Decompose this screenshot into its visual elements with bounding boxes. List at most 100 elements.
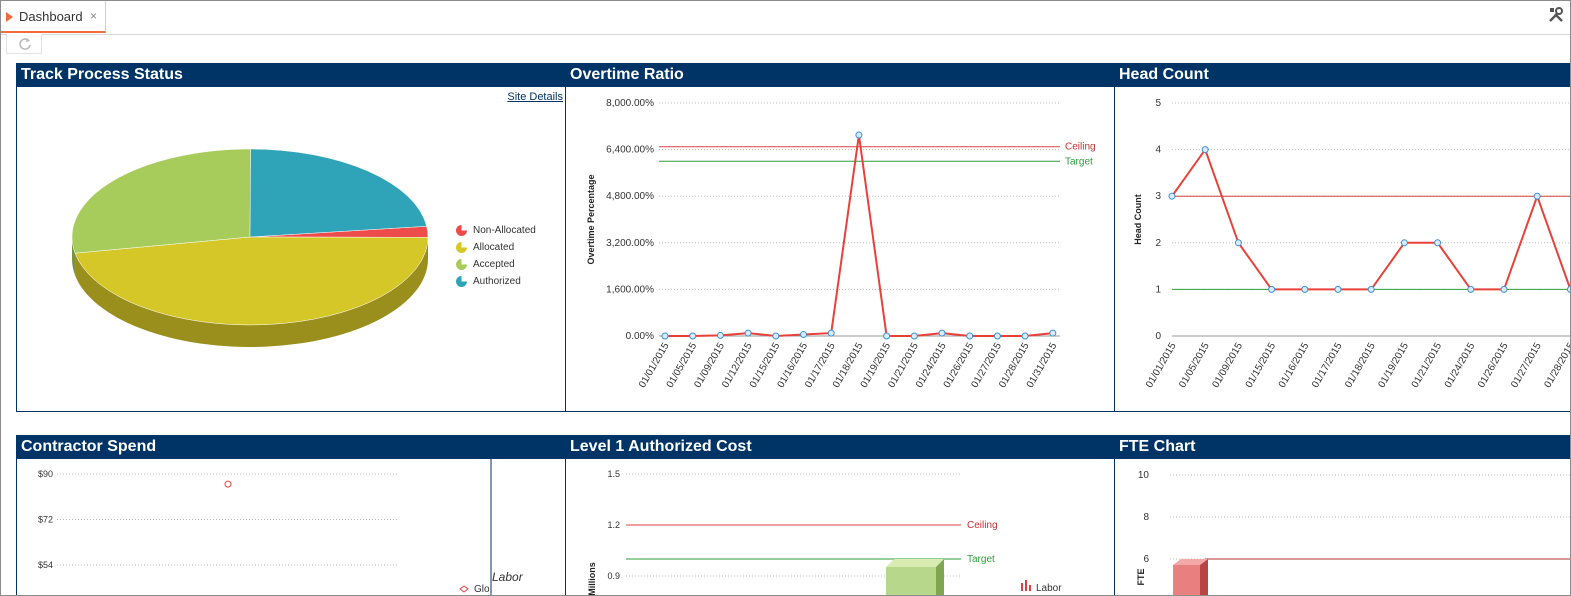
panel-fte-chart: FTE Chart 6 8 10 FTE: [1114, 435, 1570, 595]
data-point: [800, 331, 807, 339]
data-point: [1400, 239, 1408, 247]
data-point: [883, 332, 891, 340]
bar: [1173, 565, 1200, 595]
y-tick-label: 3: [1155, 191, 1161, 202]
x-tick-label: 01/18/2015: [1343, 341, 1378, 390]
legend-item: Non-Allocated: [456, 222, 536, 239]
data-point: [689, 332, 697, 340]
pie-slice-authorized: [249, 148, 427, 238]
refresh-icon: [19, 38, 31, 50]
target-label: Target: [1065, 156, 1093, 167]
panel-head-count: Head Count 0 1 2 3 4 5 Head Count 01/01/2015 01/…: [1114, 63, 1571, 412]
y-tick-label: 0.00%: [626, 331, 654, 342]
data-point: [966, 332, 974, 340]
data-point: [827, 329, 835, 337]
ceiling-label: Ceiling: [1065, 142, 1096, 153]
y-tick-label: $90: [38, 469, 53, 479]
data-point: [910, 332, 918, 340]
data-point: [1500, 285, 1508, 293]
fte-chart: 6 8 10 FTE: [1136, 470, 1570, 595]
y-tick-label: 1: [1155, 284, 1161, 295]
data-point: [1234, 239, 1242, 247]
pie-legend-icon: [456, 276, 467, 287]
legend-icon-bar: [1029, 585, 1031, 591]
data-point: [1434, 239, 1442, 247]
data-point: [1021, 332, 1029, 340]
x-tick-label: 01/28/2015: [1542, 341, 1571, 390]
bar-side: [1200, 559, 1208, 595]
legend-label: Labor: [1036, 583, 1062, 594]
x-tick-label: 01/16/2015: [1277, 341, 1312, 390]
panel-title: Head Count: [1114, 63, 1570, 87]
pie-legend-icon: [456, 242, 467, 253]
y-tick-label: 4: [1155, 145, 1161, 156]
data-point: [772, 332, 780, 340]
panel-contractor-spend: Contractor Spend $54 $72 $90 Labor Glo: [16, 435, 566, 595]
legend-label: Allocated: [473, 242, 515, 253]
x-tick-label: 01/17/2015: [1310, 341, 1345, 390]
bar-top: [886, 559, 944, 567]
panel-track-process-status: Track Process Status Site Details Non-Al…: [16, 63, 566, 412]
bar-side: [936, 559, 944, 595]
legend-item: Allocated: [456, 239, 536, 256]
series-line: [665, 134, 1053, 338]
y-tick-label: 3,200.00%: [606, 238, 654, 249]
series-line: [1171, 147, 1570, 291]
y-tick-label: 0.9: [607, 571, 620, 581]
y-tick-label: 8,000.00%: [606, 98, 654, 109]
y-tick-label: 10: [1138, 470, 1150, 481]
legend-marker: [459, 585, 469, 593]
x-tick-label: 01/21/2015: [1410, 341, 1445, 390]
play-arrow-icon: [6, 12, 13, 22]
y-tick-label: 2: [1155, 238, 1161, 249]
pie-slice-side: [72, 237, 76, 276]
data-point: [1168, 192, 1176, 200]
y-tick-label: 4,800.00%: [606, 191, 654, 202]
pie-legend-icon: [456, 259, 467, 270]
legend-label: Glo: [474, 584, 490, 595]
panel-title: FTE Chart: [1114, 435, 1570, 459]
pie-chart: [71, 148, 429, 347]
tab-dashboard[interactable]: Dashboard ×: [1, 1, 106, 33]
data-point: [1334, 285, 1342, 293]
legend-icon-bar: [1025, 580, 1027, 591]
legend-label: Non-Allocated: [473, 225, 536, 236]
y-tick-label: 1.5: [607, 469, 620, 479]
data-point: [1566, 285, 1570, 293]
data-point: [1301, 285, 1309, 293]
x-tick-label: 01/19/2015: [1376, 341, 1411, 390]
tools-icon[interactable]: [1548, 7, 1564, 23]
headcount-line-chart: 0 1 2 3 4 5 Head Count 01/01/201501/05/201501/0…: [1133, 98, 1571, 390]
y-axis-label: Overtime Percentage: [586, 174, 596, 264]
data-point: [1268, 285, 1276, 293]
x-tick-label: 01/15/2015: [1244, 341, 1279, 390]
x-tick-label: 01/09/2015: [1210, 341, 1245, 390]
data-point: [744, 329, 752, 337]
close-icon[interactable]: ×: [90, 9, 98, 23]
x-tick-label: 01/01/2015: [1144, 341, 1179, 390]
pie-slice-accepted: [71, 148, 251, 254]
data-point: [1367, 285, 1375, 293]
panel-title: Overtime Ratio: [565, 63, 1115, 87]
data-point: [1049, 329, 1057, 337]
target-label: Target: [967, 554, 995, 565]
pie-slice-allocated: [74, 236, 429, 326]
tab-label: Dashboard: [19, 9, 83, 24]
pie-legend-icon: [456, 225, 467, 236]
y-axis-label: FTE: [1136, 569, 1146, 586]
refresh-button[interactable]: [6, 34, 42, 54]
legend-icon-bar: [1021, 583, 1023, 591]
site-details-link[interactable]: Site Details: [507, 91, 563, 103]
data-point: [716, 331, 724, 339]
x-tick-label: 01/24/2015: [1443, 341, 1478, 390]
pie-slice-side: [75, 237, 428, 347]
panel-overtime-ratio: Overtime Ratio 0.00% 1,600.00% 3,200.00% 4,…: [565, 63, 1115, 412]
y-tick-label: 8: [1143, 512, 1149, 523]
y-tick-label: 0: [1155, 331, 1161, 342]
panel-title: Contractor Spend: [16, 435, 566, 459]
toolbar: [1, 34, 1570, 56]
bar: [886, 567, 936, 595]
y-tick-label: $72: [38, 515, 53, 525]
